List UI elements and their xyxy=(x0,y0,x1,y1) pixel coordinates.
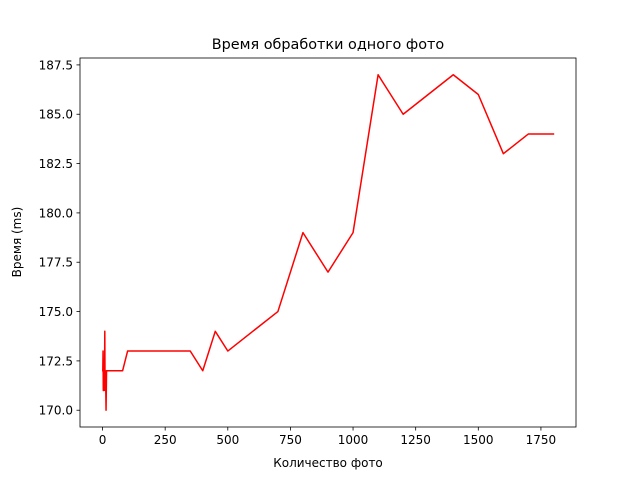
x-tick-label: 500 xyxy=(216,433,239,447)
y-tick-label: 185.0 xyxy=(39,108,73,122)
series-line-0 xyxy=(102,74,555,411)
axes-frame xyxy=(79,57,577,428)
x-tick-label: 250 xyxy=(154,433,177,447)
y-tick-label: 175.0 xyxy=(39,305,73,319)
y-tick-label: 180.0 xyxy=(39,206,73,220)
y-tick-label: 187.5 xyxy=(39,58,73,72)
y-tick-label: 170.0 xyxy=(39,404,73,418)
plot-area xyxy=(102,74,555,411)
chart-title: Время обработки одного фото xyxy=(212,37,445,53)
x-tick-label: 0 xyxy=(99,433,107,447)
x-tick-label: 1000 xyxy=(338,433,369,447)
x-tick-label: 1250 xyxy=(400,433,431,447)
y-tick-label: 177.5 xyxy=(39,256,73,270)
x-axis-label: Количество фото xyxy=(273,456,383,470)
axes: 0 250 500 750 1000 1250 1500 1750 170.0 172.5 175.… xyxy=(39,57,577,447)
y-axis-label: Время (ms) xyxy=(10,207,24,278)
y-tick-label: 182.5 xyxy=(39,157,73,171)
x-tick-label: 1750 xyxy=(526,433,557,447)
x-tick-label: 1500 xyxy=(463,433,494,447)
y-tick-label: 172.5 xyxy=(39,354,73,368)
x-tick-label: 750 xyxy=(279,433,302,447)
